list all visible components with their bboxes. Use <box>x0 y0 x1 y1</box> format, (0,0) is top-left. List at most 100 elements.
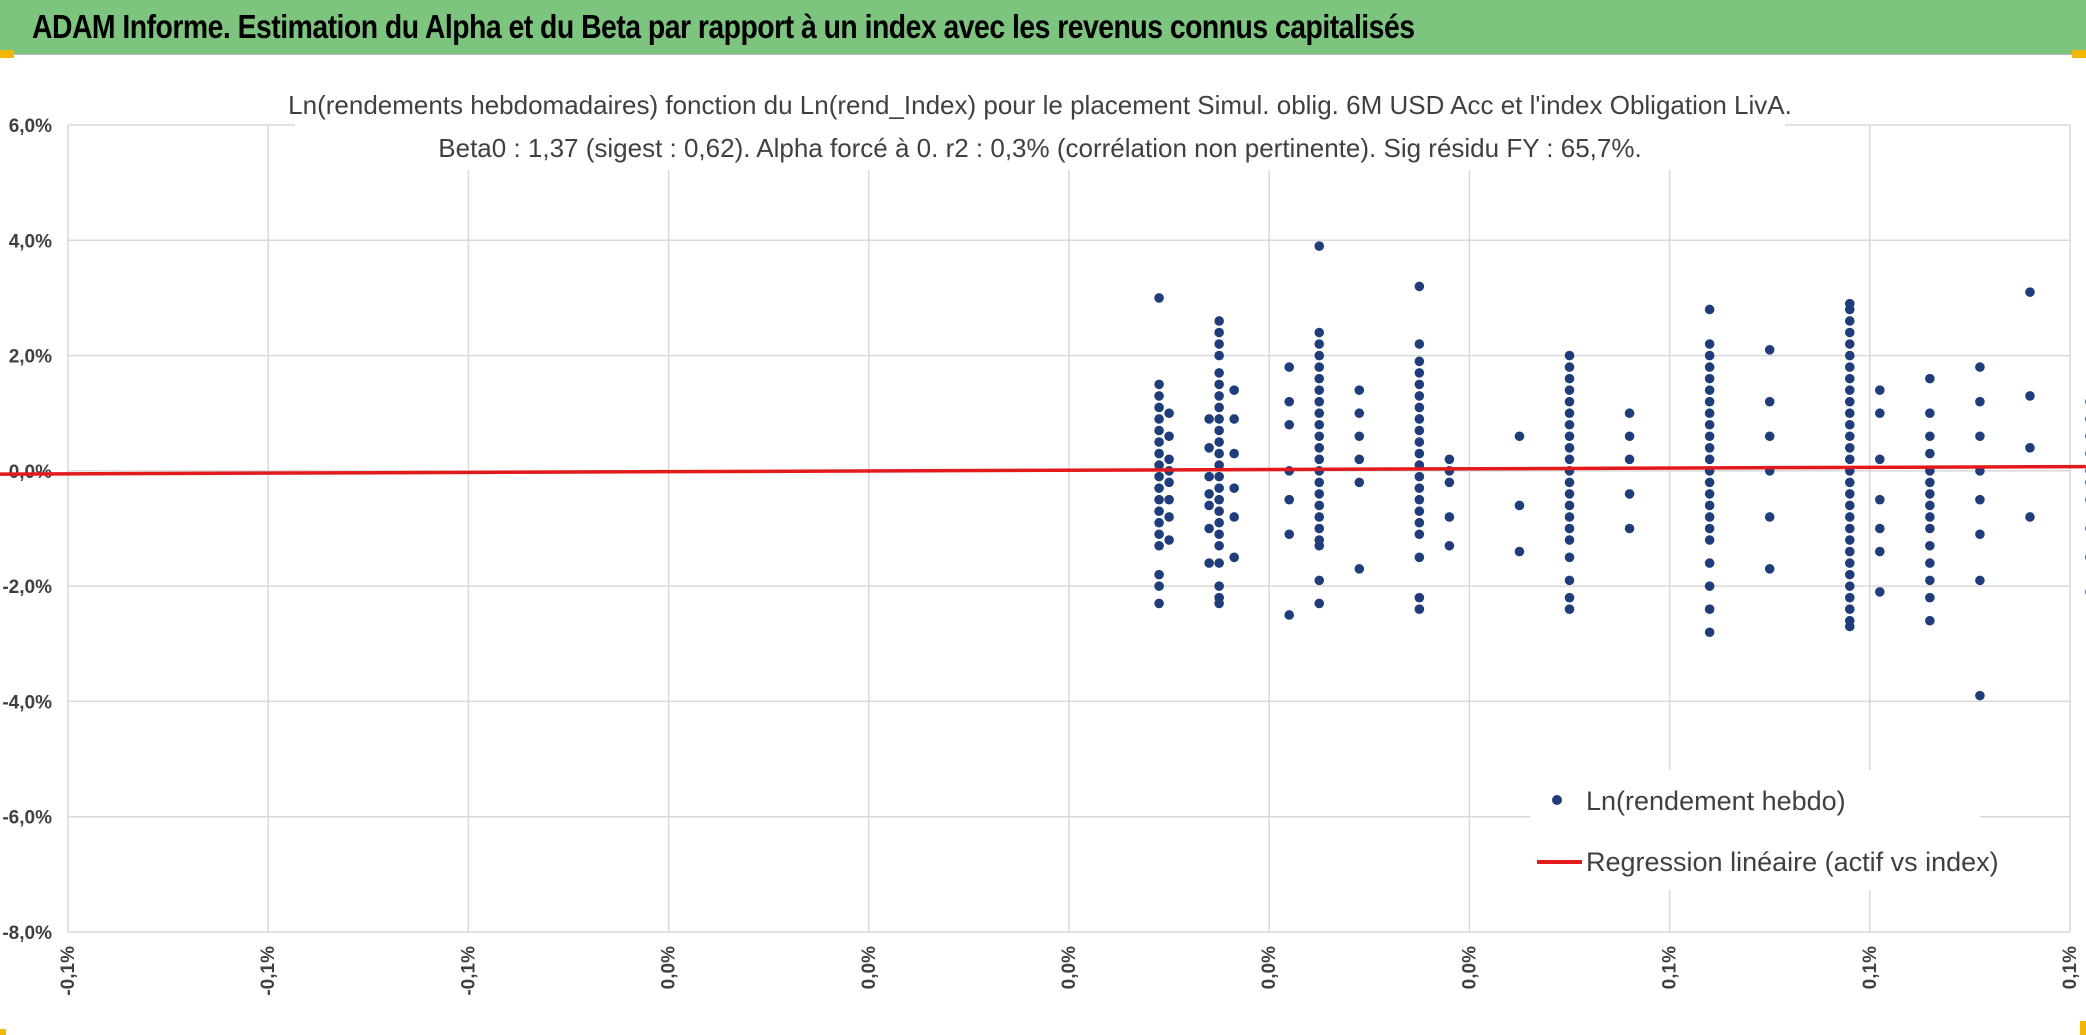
scatter-point <box>1314 500 1325 511</box>
scatter-point <box>1229 414 1239 424</box>
x-tick-label: 0,1% <box>1860 946 1881 989</box>
scatter-point <box>1414 506 1425 517</box>
y-tick-label: -2,0% <box>2 577 52 598</box>
scatter-point <box>1875 587 1885 597</box>
scatter-point <box>1414 281 1425 292</box>
scatter-point <box>1925 575 1935 586</box>
scatter-point <box>1314 362 1325 372</box>
y-tick-label: 4,0% <box>9 231 52 252</box>
scatter-point <box>1154 379 1164 390</box>
scatter-point <box>1214 414 1224 424</box>
scatter-point <box>1214 529 1224 540</box>
chart-title-line-1: Ln(rendements hebdomadaires) fonction du… <box>288 90 1792 120</box>
scatter-point <box>1284 396 1295 407</box>
scatter-point <box>1414 592 1425 603</box>
scatter-point <box>1704 535 1715 545</box>
scatter-point <box>1284 610 1295 620</box>
scatter-point <box>1229 385 1239 395</box>
scatter-point <box>1154 425 1164 436</box>
scatter-point <box>1704 408 1715 419</box>
scatter-point <box>1514 500 1525 511</box>
scatter-point <box>1154 414 1164 424</box>
scatter-point <box>1975 494 1985 505</box>
scatter-point <box>1444 477 1455 488</box>
scatter-point <box>1214 506 1224 517</box>
scatter-point <box>1564 385 1575 395</box>
scatter-point <box>1314 535 1325 545</box>
scatter-point <box>1314 241 1325 251</box>
scatter-point <box>1414 339 1425 349</box>
scatter-point <box>1214 402 1224 413</box>
scatter-point <box>1704 350 1715 361</box>
scatter-point <box>1925 500 1935 511</box>
scatter-point <box>1844 569 1855 580</box>
scatter-point <box>1564 431 1575 442</box>
scatter-point <box>1564 512 1575 522</box>
legend-label-scatter: Ln(rendement hebdo) <box>1586 786 1846 816</box>
scatter-point <box>1214 517 1224 528</box>
scatter-point <box>1844 385 1855 395</box>
scatter-point <box>1214 471 1224 482</box>
scatter-point <box>1154 506 1164 517</box>
scatter-point <box>1204 558 1214 568</box>
y-tick-label: 2,0% <box>9 347 52 368</box>
scatter-point <box>1214 316 1224 326</box>
scatter-point <box>1764 512 1775 522</box>
scatter-point <box>1414 368 1425 378</box>
scatter-point <box>1164 512 1174 522</box>
corner-marker-top-right <box>2072 50 2086 58</box>
scatter-point <box>1164 494 1174 505</box>
scatter-point <box>1704 385 1715 395</box>
scatter-point <box>1704 477 1715 488</box>
scatter-point <box>1704 523 1715 534</box>
scatter-point <box>1844 454 1855 465</box>
scatter-point <box>1844 558 1855 568</box>
scatter-point <box>1704 431 1715 442</box>
scatter-point <box>1214 592 1224 603</box>
scatter-point <box>1704 304 1715 315</box>
scatter-point <box>1704 512 1715 522</box>
scatter-point <box>1844 327 1855 338</box>
scatter-point <box>1314 431 1325 442</box>
scatter-point <box>1214 460 1224 470</box>
scatter-point <box>1284 529 1295 540</box>
scatter-point <box>1354 431 1365 442</box>
scatter-point <box>1414 494 1425 505</box>
scatter-point <box>1704 339 1715 349</box>
scatter-point <box>1844 500 1855 511</box>
scatter-point <box>1154 529 1164 540</box>
scatter-point <box>1214 339 1224 349</box>
scatter-point <box>1414 604 1425 614</box>
scatter-point <box>1564 477 1575 488</box>
scatter-point <box>1154 581 1164 591</box>
scatter-point <box>1564 350 1575 361</box>
scatter-point <box>1875 454 1885 465</box>
scatter-point <box>1624 431 1635 442</box>
scatter-point <box>1314 396 1325 407</box>
x-tick-label: -0,1% <box>258 946 279 996</box>
scatter-point <box>1975 575 1985 586</box>
scatter-point <box>1154 437 1164 447</box>
scatter-point <box>1214 581 1224 591</box>
scatter-point <box>1875 385 1885 395</box>
scatter-point <box>1925 592 1935 603</box>
scatter-point <box>1844 443 1855 453</box>
scatter-point <box>1564 575 1575 586</box>
scatter-point <box>1704 454 1715 465</box>
scatter-point <box>1844 350 1855 361</box>
scatter-point <box>1844 431 1855 442</box>
scatter-point <box>1704 581 1715 591</box>
scatter-point <box>1229 552 1239 563</box>
scatter-point <box>1214 350 1224 361</box>
regression-line-layer <box>0 464 2086 476</box>
scatter-point <box>1624 489 1635 499</box>
scatter-point <box>1444 512 1455 522</box>
scatter-point <box>1154 598 1164 609</box>
scatter-point <box>1414 448 1425 459</box>
scatter-point <box>1844 581 1855 591</box>
y-tick-label: 6,0% <box>9 116 52 137</box>
scatter-point <box>1704 396 1715 407</box>
scatter-point <box>1214 483 1224 493</box>
scatter-point <box>1704 604 1715 614</box>
